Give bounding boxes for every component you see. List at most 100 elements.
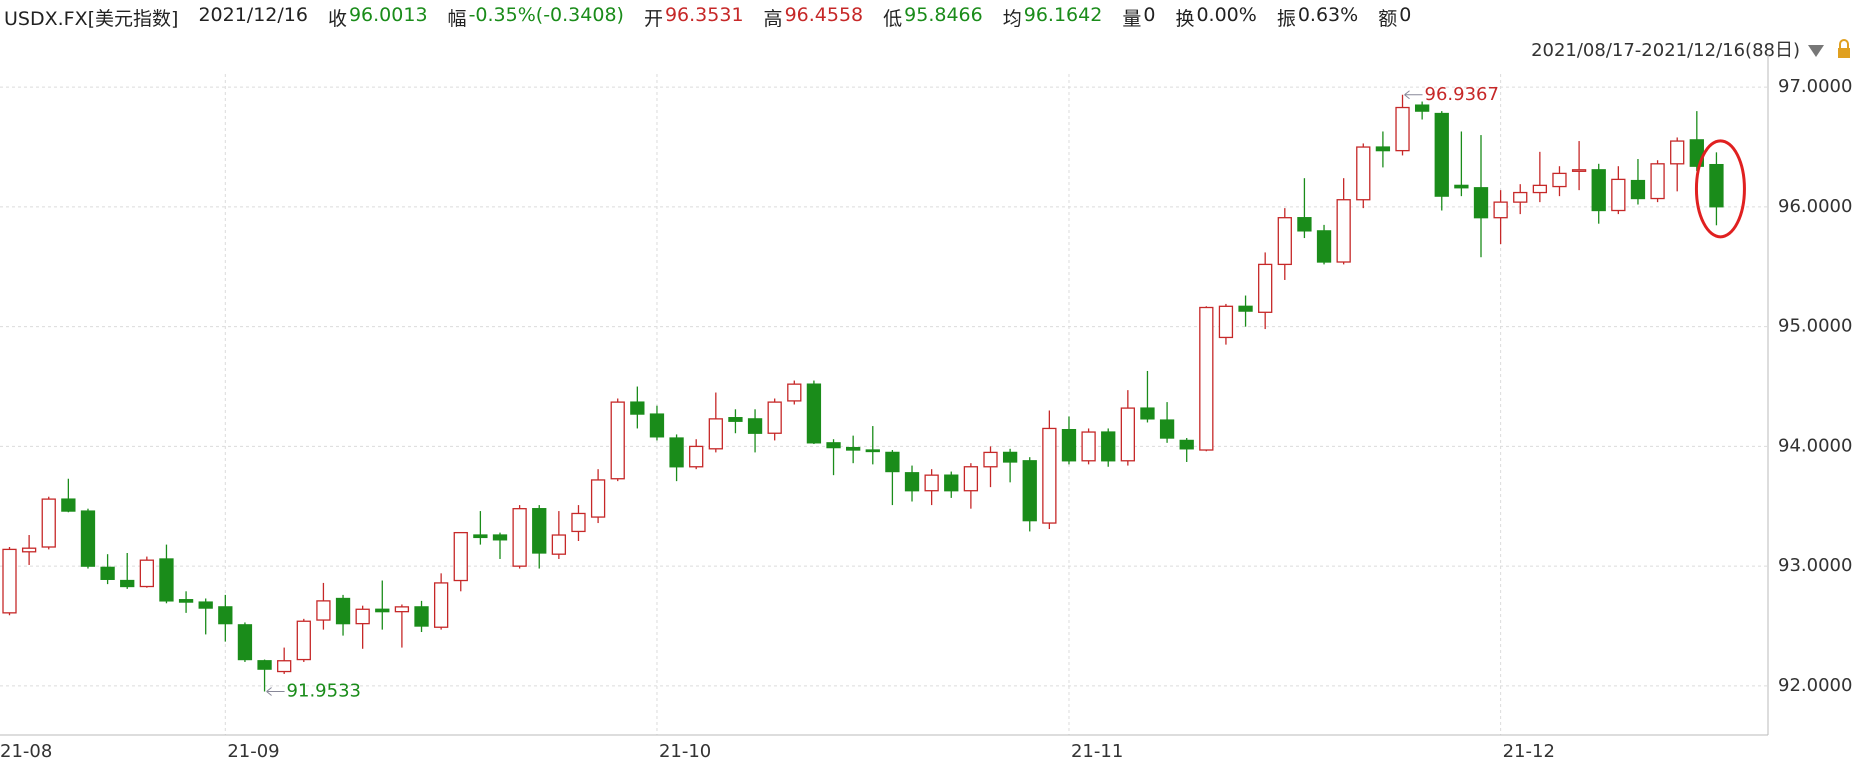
candle-body xyxy=(178,599,194,603)
field-label: 量 xyxy=(1122,8,1142,30)
candle-body xyxy=(492,534,508,541)
field-value: 96.0013 xyxy=(348,4,428,26)
field-value: 96.3531 xyxy=(664,4,744,26)
field: 均 96.1642 xyxy=(1003,4,1103,31)
field-label: 收 xyxy=(327,8,347,30)
candle-body xyxy=(237,624,253,661)
candle-body xyxy=(414,606,429,627)
date: 2021/12/16 xyxy=(198,4,308,26)
field: 高 96.4558 xyxy=(764,4,864,31)
candle-body xyxy=(473,534,488,539)
candle-body xyxy=(512,508,527,567)
candle-body xyxy=(1316,230,1332,263)
candle-body xyxy=(1199,306,1214,451)
candle-body xyxy=(885,451,900,473)
y-tick-label: 97.0000 xyxy=(1778,76,1852,97)
candle-body xyxy=(1434,112,1449,197)
y-tick-label: 95.0000 xyxy=(1778,316,1852,337)
candle-body xyxy=(1238,305,1253,312)
candle-body xyxy=(1591,169,1606,212)
candle-body xyxy=(610,401,625,480)
field-label: 低 xyxy=(883,8,903,30)
field-label: 开 xyxy=(643,8,663,30)
field-value: 0 xyxy=(1399,4,1412,26)
candle-body xyxy=(1258,263,1273,313)
y-tick-label: 92.0000 xyxy=(1778,675,1852,696)
candle-body xyxy=(571,512,586,533)
candle-body xyxy=(316,600,331,621)
field-value: 0 xyxy=(1143,4,1156,26)
candle-body xyxy=(2,548,17,614)
y-tick-label: 94.0000 xyxy=(1778,435,1852,456)
candle-body xyxy=(355,608,370,625)
field-value: 0.00% xyxy=(1196,4,1257,26)
candle-body xyxy=(1630,179,1646,200)
candle-body xyxy=(1670,140,1685,165)
field-value: 0.63% xyxy=(1297,4,1359,26)
candle-body xyxy=(630,401,645,415)
y-tick-label: 93.0000 xyxy=(1778,555,1852,576)
candle-body xyxy=(1297,217,1312,232)
field: 幅 -0.35%(-0.3408) xyxy=(448,4,624,31)
candle-body xyxy=(80,510,96,567)
candle-body xyxy=(257,660,272,670)
candle-body xyxy=(1179,439,1194,450)
lock-icon[interactable] xyxy=(1838,48,1850,58)
candle-body xyxy=(826,442,841,449)
annotation-label: 91.9533 xyxy=(287,680,361,701)
candle-body xyxy=(277,660,292,673)
candle-body xyxy=(1120,407,1135,462)
candle-body xyxy=(100,566,115,580)
quote-header: USDX.FX[美元指数] 2021/12/16 收 96.0013 幅 -0.35… xyxy=(4,4,1411,31)
candle-body xyxy=(1002,451,1018,463)
field-value: -0.35%(-0.3408) xyxy=(468,4,624,26)
candle-body xyxy=(1611,178,1626,212)
candle-body xyxy=(846,446,861,451)
candle-body xyxy=(806,383,822,444)
field-value: 95.8466 xyxy=(904,4,983,26)
candle-body xyxy=(767,401,782,434)
candle-body xyxy=(1414,104,1430,112)
candle-body xyxy=(375,608,390,613)
candle-body xyxy=(1709,163,1724,208)
candle-body xyxy=(139,559,154,588)
candle-body xyxy=(532,508,547,554)
candle-body xyxy=(649,413,665,438)
candle-body xyxy=(218,606,233,625)
candle-body xyxy=(453,531,468,582)
candle-body xyxy=(1101,431,1116,462)
candle-body xyxy=(551,534,567,555)
field: 振 0.63% xyxy=(1277,4,1358,31)
candle-body xyxy=(1493,201,1508,219)
candle-body xyxy=(1159,419,1175,439)
candle-body xyxy=(159,558,174,602)
candle-body xyxy=(1513,191,1528,203)
date-range[interactable]: 2021/08/17-2021/12/16(88日) xyxy=(1531,40,1800,61)
field-value: 96.1642 xyxy=(1023,4,1103,26)
candle-body xyxy=(1650,163,1665,200)
x-tick-label: 21-12 xyxy=(1503,741,1555,762)
candle-body xyxy=(924,474,939,492)
field-label: 幅 xyxy=(447,8,467,30)
candle-body xyxy=(61,498,76,512)
dropdown-arrow[interactable] xyxy=(1808,45,1824,57)
candle-body xyxy=(904,472,920,492)
x-tick-label: 21-10 xyxy=(659,741,711,762)
candle-body xyxy=(708,418,723,450)
field-value: 96.4558 xyxy=(784,4,864,26)
x-tick-label: 21-08 xyxy=(0,741,52,762)
x-tick-label: 21-11 xyxy=(1071,741,1123,762)
candle-body xyxy=(198,601,213,609)
candle-body xyxy=(944,474,959,492)
candle-body xyxy=(1473,187,1489,219)
field: 低 95.8466 xyxy=(883,4,983,31)
annotation-arrow xyxy=(266,687,285,696)
candle-body xyxy=(1552,172,1567,188)
field-label: 换 xyxy=(1175,8,1195,30)
field-label: 振 xyxy=(1276,8,1296,30)
annotation-label: 96.9367 xyxy=(1425,84,1499,105)
field: 收 96.0013 xyxy=(328,4,428,31)
